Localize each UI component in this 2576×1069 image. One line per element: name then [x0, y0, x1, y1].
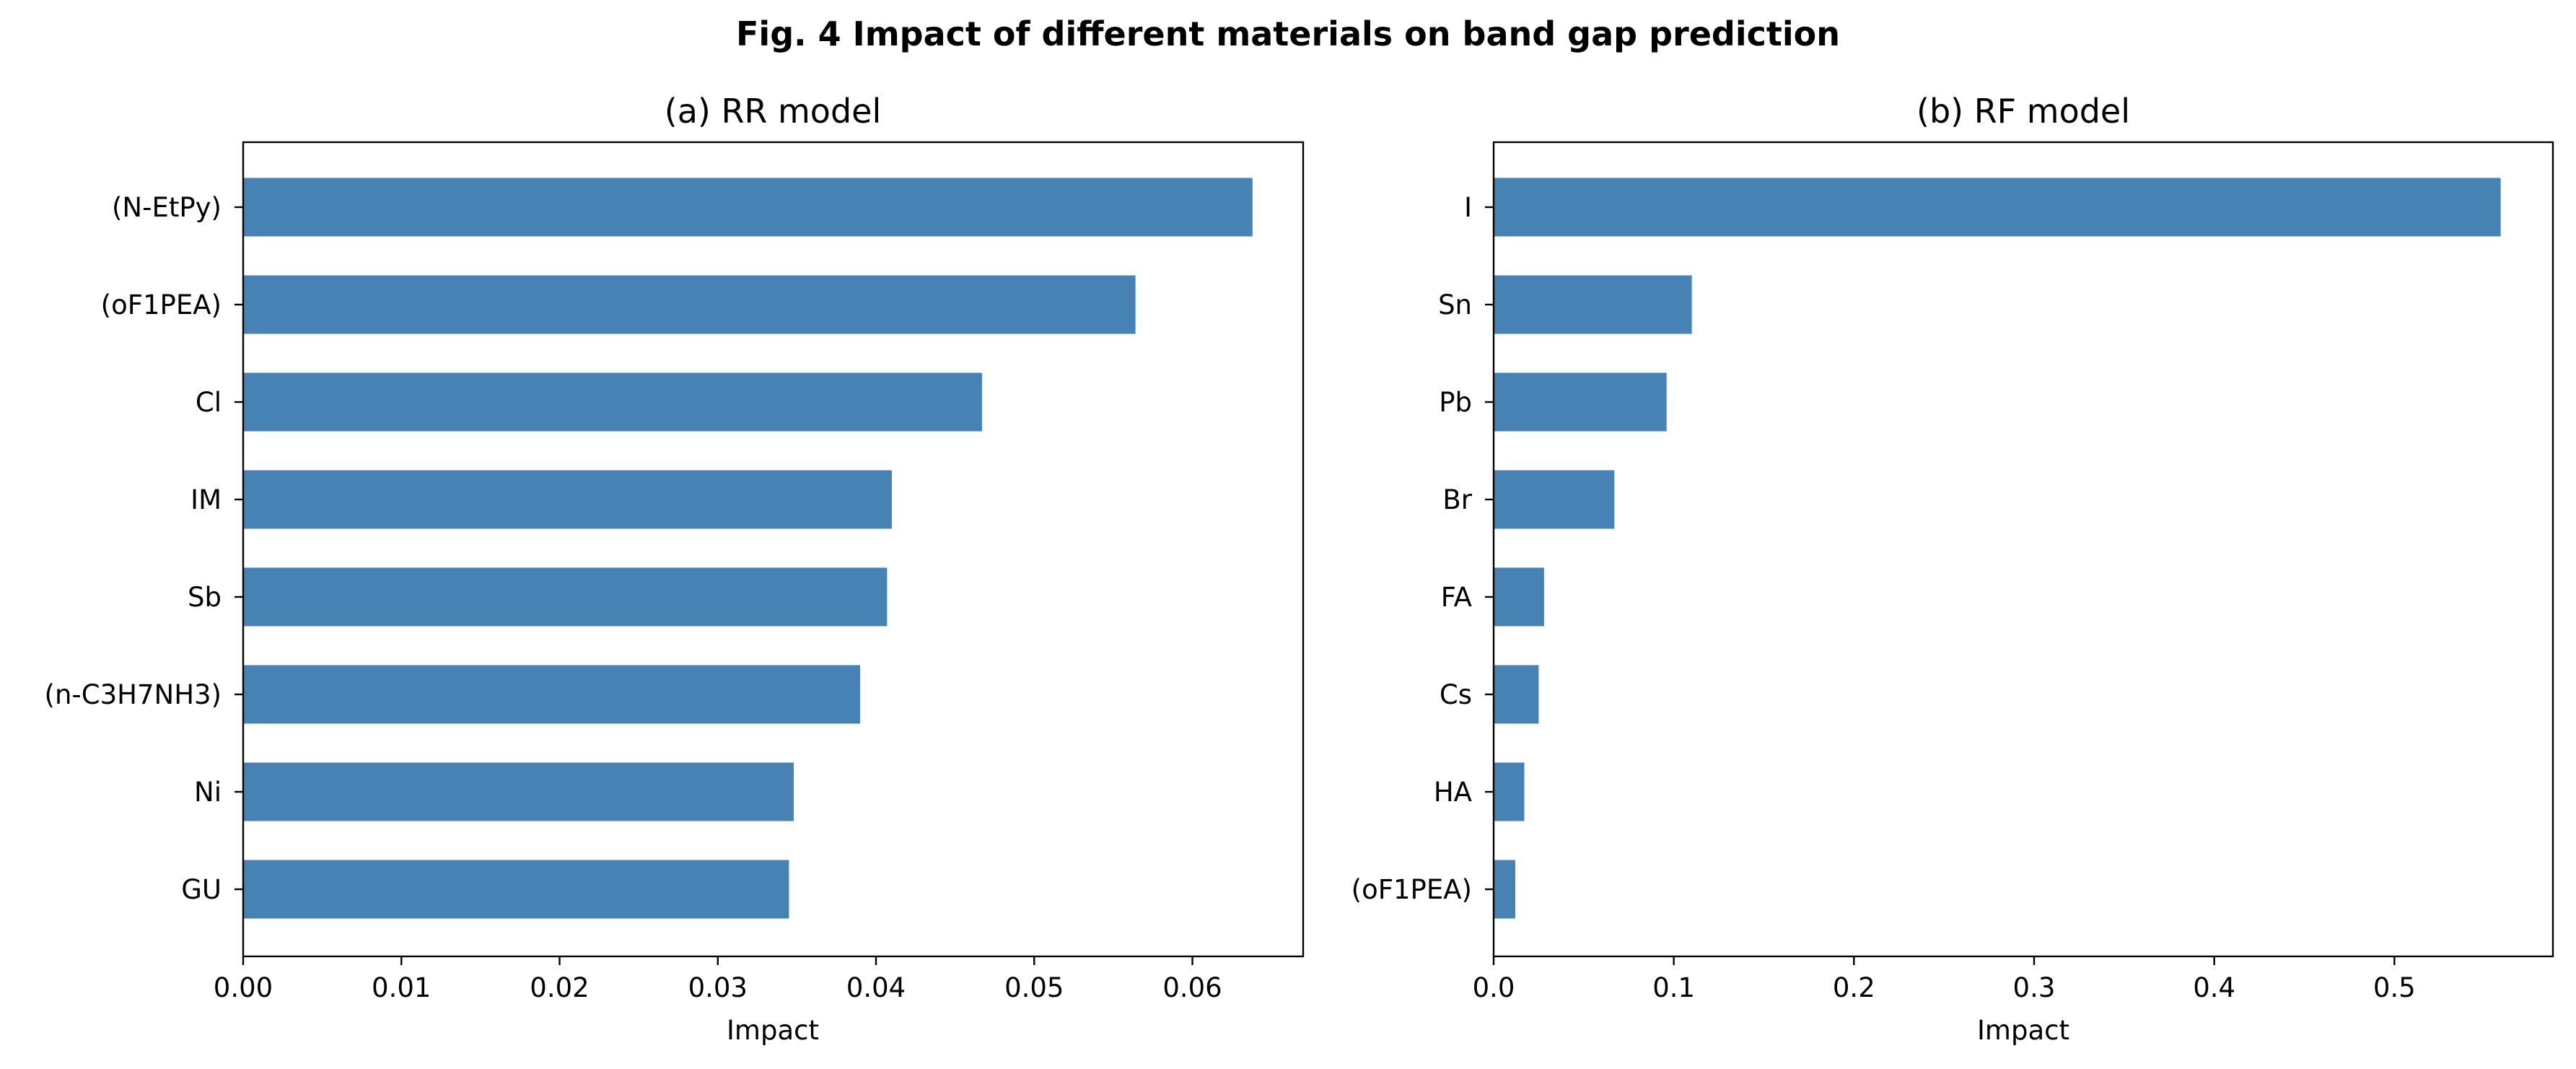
x-tick-label: 0.00 [214, 972, 273, 1003]
x-tick-label: 0.3 [2013, 972, 2056, 1003]
figure-title: Fig. 4 Impact of different materials on … [736, 14, 1840, 53]
y-ticks-rr: (N-EtPy) (oF1PEA) Cl IM Sb (n-C3H7NH3) Ni GU [45, 192, 243, 905]
bar-rr-sb [243, 567, 888, 627]
x-tick-label: 0.2 [1833, 972, 1875, 1003]
y-tick-label-ni: Ni [194, 777, 222, 808]
bar-rr-gu [243, 860, 789, 919]
y-tick-label-fa: FA [1441, 582, 1472, 613]
bar-rf-br [1494, 470, 1615, 529]
y-ticks-rf: I Sn Pb Br FA Cs HA (oF1PEA) [1351, 192, 1494, 905]
y-tick-label-ha: HA [1434, 777, 1472, 808]
bar-rf-fa [1494, 567, 1544, 627]
y-tick-label-of1pea: (oF1PEA) [101, 289, 222, 320]
bar-rf-of1pea [1494, 860, 1515, 919]
y-tick-label-of1pea: (oF1PEA) [1351, 874, 1472, 905]
x-axis-label-rr: Impact [727, 1015, 819, 1046]
x-tick-label: 0.4 [2193, 972, 2235, 1003]
panel-title-rf: (b) RF model [1916, 92, 2130, 131]
y-tick-label-cs: Cs [1440, 679, 1472, 710]
y-tick-label-cl: Cl [196, 387, 222, 418]
bar-rr-of1pea [243, 275, 1136, 334]
panel-rr-model: (a) RR model (N-EtPy) (oF1PEA) Cl IM Sb (n-C3… [45, 92, 1305, 1046]
bar-rr-im [243, 470, 892, 529]
plot-frame-rf [1492, 141, 2554, 958]
x-tick-label: 0.05 [1004, 972, 1064, 1003]
plot-frame-rr [242, 141, 1305, 958]
bar-rf-i [1494, 178, 2501, 237]
bar-rr-cl [243, 372, 982, 432]
panel-title-rr: (a) RR model [665, 92, 881, 131]
y-tick-label-gu: GU [181, 874, 222, 905]
bar-rf-ha [1494, 762, 1525, 821]
x-tick-label: 0.01 [372, 972, 431, 1003]
x-tick-label: 0.06 [1162, 972, 1222, 1003]
x-axis-label-rf: Impact [1977, 1015, 2069, 1046]
x-tick-label: 0.02 [530, 972, 589, 1003]
bar-rf-cs [1494, 665, 1539, 724]
y-tick-label-pb: Pb [1439, 387, 1472, 418]
y-tick-label-n-etpy: (N-EtPy) [112, 192, 222, 223]
y-tick-label-sb: Sb [188, 582, 222, 613]
bar-rr-n-etpy [243, 178, 1253, 237]
y-tick-label-i: I [1464, 192, 1472, 223]
bars-rr [243, 178, 1253, 919]
x-tick-label: 0.1 [1652, 972, 1695, 1003]
x-tick-label: 0.03 [688, 972, 748, 1003]
bar-rf-sn [1494, 275, 1692, 334]
x-tick-label: 0.5 [2373, 972, 2416, 1003]
y-tick-label-br: Br [1442, 484, 1472, 515]
bar-rr-n-c3h7nh3 [243, 665, 861, 724]
x-tick-label: 0.04 [846, 972, 906, 1003]
bar-rf-pb [1494, 372, 1667, 432]
y-tick-label-sn: Sn [1438, 289, 1472, 320]
x-ticks-rr: 0.00 0.01 0.02 0.03 0.04 0.05 0.06 [214, 956, 1222, 1003]
y-tick-label-n-c3h7nh3: (n-C3H7NH3) [45, 679, 222, 710]
x-tick-label: 0.0 [1473, 972, 1515, 1003]
y-tick-label-im: IM [190, 484, 222, 515]
bar-rr-ni [243, 762, 794, 821]
bars-rf [1494, 178, 2501, 919]
x-ticks-rf: 0.0 0.1 0.2 0.3 0.4 0.5 [1473, 956, 2416, 1003]
